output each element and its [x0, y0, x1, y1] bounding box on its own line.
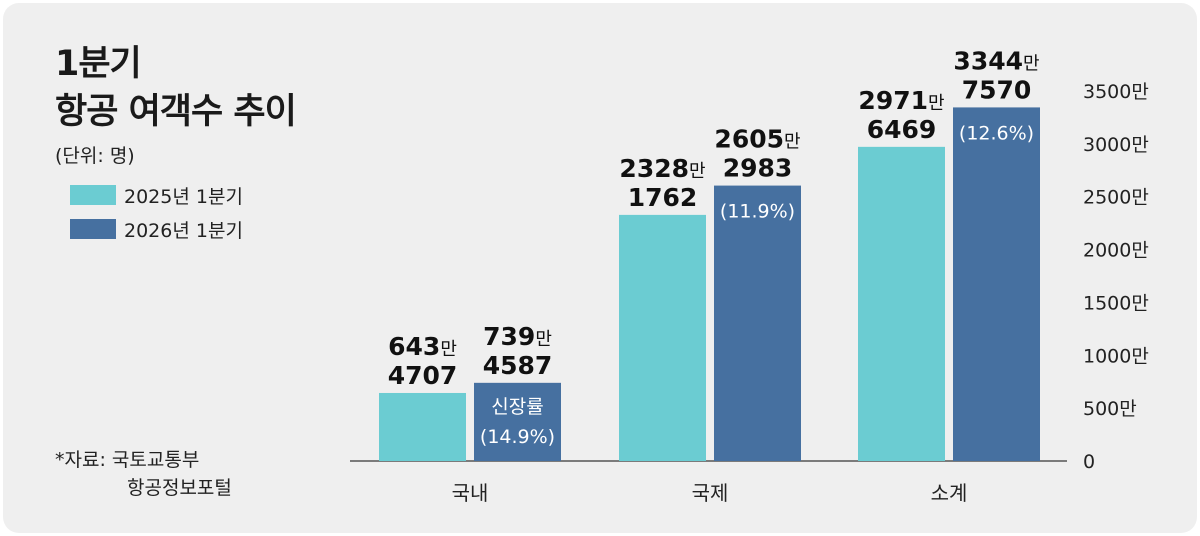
title-line-1: 1분기: [55, 44, 142, 84]
bar-2025-1: [619, 214, 706, 461]
growth-rate-0: (14.9%): [480, 426, 555, 448]
legend-item-2026: 2026년 1분기: [70, 212, 243, 246]
category-label-2: 소계: [931, 481, 968, 505]
growth-rate-2: (12.6%): [959, 122, 1034, 144]
legend-swatch-2026: [70, 219, 116, 239]
y-tick-label-2: 1000만: [1083, 345, 1149, 367]
legend-item-2025: 2025년 1분기: [70, 178, 243, 212]
y-tick-label-4: 2000만: [1083, 240, 1149, 262]
bar-value-0-2-line2: 6469: [867, 115, 937, 144]
source-note: *자료: 국토교통부 항공정보포털: [55, 446, 232, 502]
y-tick-label-0: 0: [1083, 451, 1095, 473]
chart-title: 1분기 항공 여객수 추이: [55, 40, 297, 136]
bar-value-1-0-line2: 4587: [483, 351, 553, 380]
growth-rate-1: (11.9%): [720, 201, 795, 223]
bar-2026-0: [474, 382, 561, 461]
source-line-2: 항공정보포털: [127, 477, 232, 499]
bar-value-1-2-line1: 3344만: [953, 46, 1039, 75]
bar-2025-0: [379, 392, 466, 461]
bar-value-0-0-line2: 4707: [388, 361, 458, 390]
bar-value-1-0-line1: 739만: [483, 322, 552, 351]
bar-value-0-0-line1: 643만: [388, 332, 457, 361]
unit-note: (단위: 명): [55, 145, 135, 167]
bar-value-0-1-line1: 2328만: [619, 154, 705, 183]
bar-2025-2: [858, 146, 945, 461]
legend: 2025년 1분기 2026년 1분기: [70, 178, 243, 246]
bar-value-1-2-line2: 7570: [962, 75, 1032, 104]
bar-2026-2: [953, 107, 1040, 461]
bar-value-0-1-line2: 1762: [628, 183, 698, 212]
y-tick-label-5: 2500만: [1083, 187, 1149, 209]
bar-value-1-1-line1: 2605만: [714, 125, 800, 154]
y-tick-label-1: 500만: [1083, 398, 1137, 420]
y-tick-label-7: 3500만: [1083, 81, 1149, 103]
y-tick-label-3: 1500만: [1083, 292, 1149, 314]
legend-label-2026: 2026년 1분기: [124, 219, 243, 242]
category-label-0: 국내: [452, 481, 489, 505]
bar-2026-1: [714, 185, 801, 461]
growth-label: 신장률: [491, 396, 543, 418]
legend-swatch-2025: [70, 185, 116, 205]
legend-label-2025: 2025년 1분기: [124, 185, 243, 208]
category-label-1: 국제: [692, 481, 729, 505]
title-line-2: 항공 여객수 추이: [55, 92, 297, 132]
bar-value-0-2-line1: 2971만: [858, 86, 944, 115]
source-line-1: *자료: 국토교통부: [55, 449, 200, 471]
y-tick-label-6: 3000만: [1083, 134, 1149, 156]
bar-value-1-1-line2: 2983: [723, 154, 793, 183]
